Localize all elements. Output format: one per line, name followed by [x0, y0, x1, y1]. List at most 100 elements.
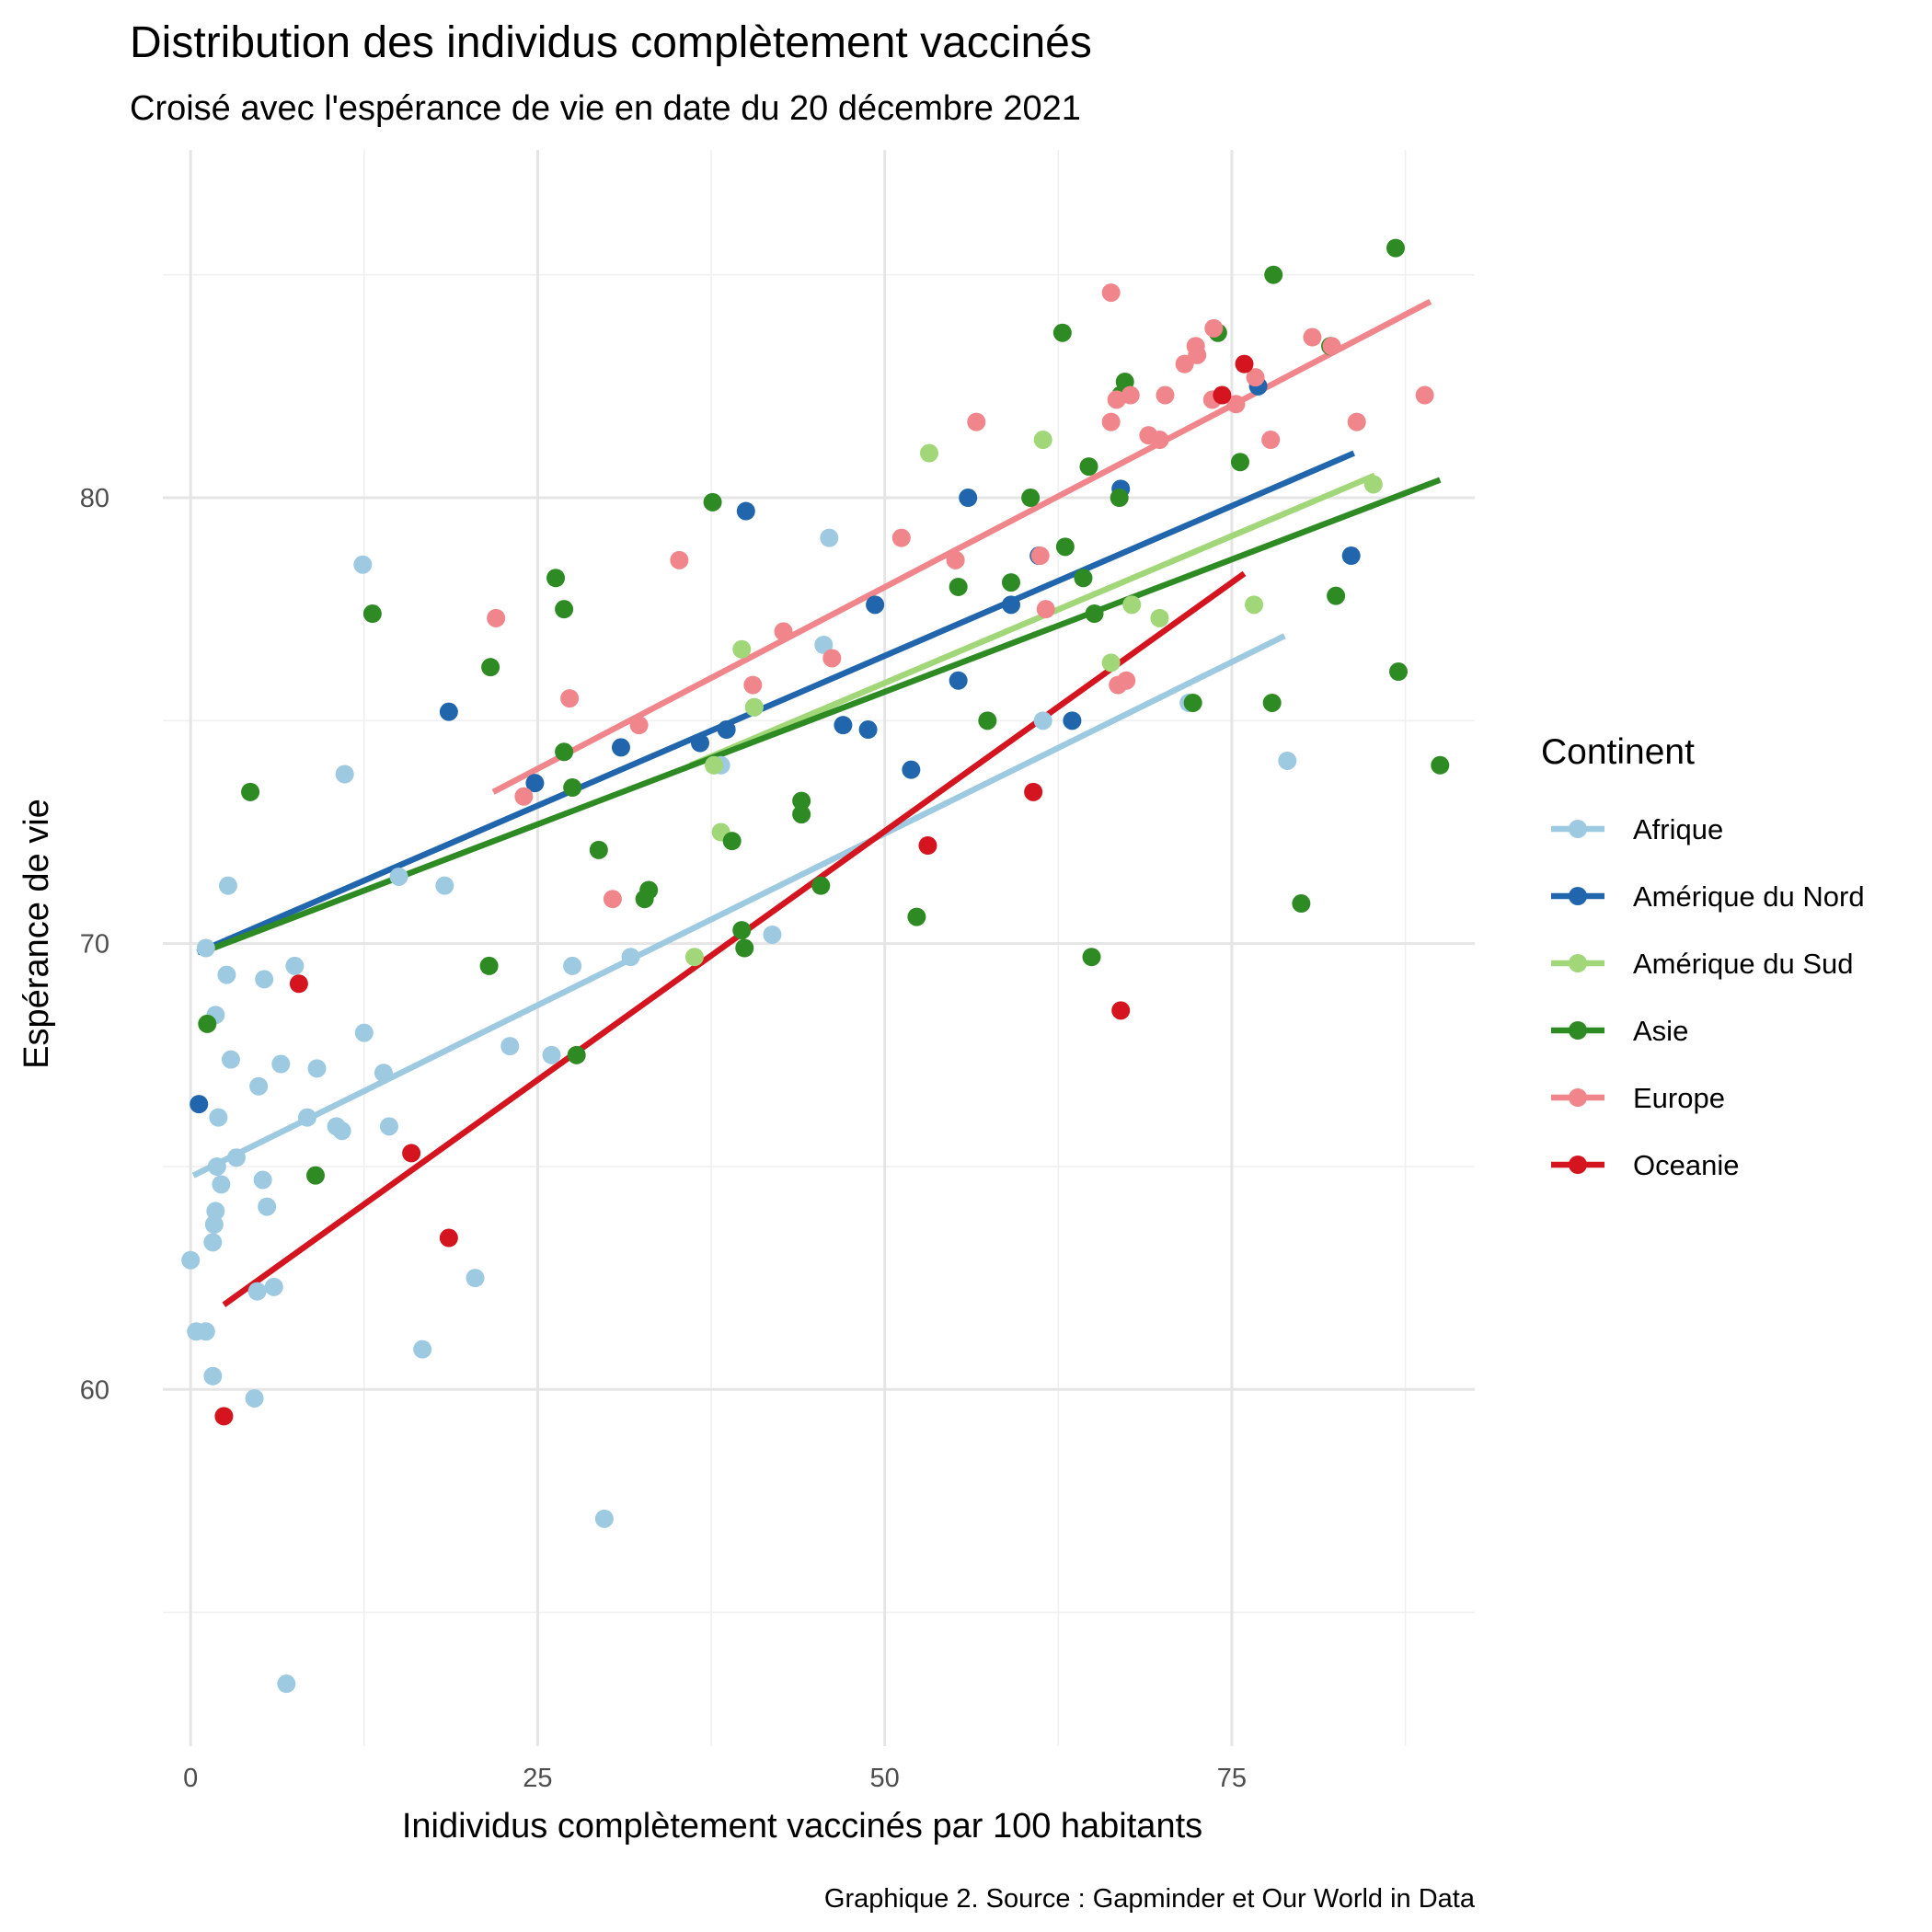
data-point [1292, 894, 1311, 914]
data-point [959, 489, 978, 508]
data-point [967, 412, 986, 431]
data-point [271, 1054, 291, 1074]
grid [163, 150, 1475, 1746]
data-point [542, 1045, 561, 1064]
legend-key-point [1569, 1156, 1587, 1174]
data-point [1262, 693, 1282, 712]
legend-item: Afrique [1551, 813, 1723, 845]
trend-lines [191, 298, 1442, 1307]
data-point [603, 890, 622, 909]
data-point [487, 608, 506, 627]
x-tick-label: 75 [1217, 1764, 1247, 1793]
data-point [217, 965, 236, 984]
data-point [362, 604, 382, 624]
data-point [226, 1148, 246, 1167]
data-point [918, 836, 937, 856]
data-point [1121, 385, 1140, 405]
data-point [1183, 693, 1202, 712]
data-point [206, 1202, 225, 1221]
data-point [305, 1166, 325, 1185]
data-point [212, 1175, 231, 1194]
data-point [374, 1064, 393, 1083]
data-point [1021, 489, 1041, 508]
x-axis-title: Inidividus complètement vaccinés par 100… [402, 1807, 1202, 1846]
data-point [1261, 431, 1281, 450]
data-point [1150, 608, 1169, 627]
legend-item: Oceanie [1551, 1149, 1739, 1181]
x-tick-label: 0 [183, 1764, 198, 1793]
data-point [792, 805, 811, 824]
data-point [563, 778, 582, 798]
data-point [435, 876, 454, 895]
data-point [1082, 948, 1101, 967]
legend-label: Amérique du Nord [1633, 880, 1865, 913]
data-point [439, 702, 458, 721]
data-point [822, 649, 842, 668]
data-point [204, 1214, 224, 1234]
data-point [1117, 671, 1136, 690]
data-points [181, 238, 1450, 1694]
data-point [690, 733, 709, 753]
data-point [1226, 395, 1246, 414]
chart-subtitle: Croisé avec l'espérance de vie en date d… [130, 89, 1081, 128]
data-point [247, 1282, 267, 1301]
data-point [629, 716, 649, 735]
data-point [949, 671, 968, 690]
trend-line [201, 477, 1442, 956]
data-point [221, 1050, 240, 1069]
data-point [481, 658, 500, 677]
data-point [253, 1170, 272, 1190]
data-point [297, 1108, 316, 1127]
data-point [207, 1156, 226, 1176]
data-point [978, 711, 997, 730]
y-axis-ticks: 60 70 80 [80, 484, 109, 1405]
data-point [792, 791, 811, 811]
trend-line [191, 633, 1286, 1179]
data-point [1085, 604, 1104, 624]
data-point [555, 742, 574, 762]
data-point [1188, 345, 1207, 364]
data-point [277, 1674, 296, 1694]
data-point [214, 1407, 234, 1426]
data-point [1431, 755, 1450, 775]
data-point [1107, 390, 1126, 409]
data-point [684, 948, 704, 967]
data-point [891, 528, 911, 547]
data-point [332, 1121, 351, 1141]
legend-item: Asie [1551, 1015, 1688, 1047]
data-point [1341, 546, 1361, 566]
data-point [249, 1076, 269, 1096]
data-point [722, 832, 742, 851]
data-point [705, 755, 724, 775]
data-point [858, 720, 878, 740]
data-point [1389, 662, 1409, 682]
data-point [439, 1228, 458, 1248]
data-point [763, 925, 782, 944]
data-point [389, 867, 408, 886]
data-point [670, 550, 689, 569]
data-point [717, 720, 736, 740]
data-point [639, 880, 659, 900]
data-point [546, 569, 566, 588]
data-point [264, 1277, 283, 1296]
legend: Continent Afrique Amérique du Nord Amériqu… [1541, 732, 1865, 1181]
x-tick-label: 25 [523, 1764, 552, 1793]
data-point [285, 956, 305, 975]
data-point [1204, 318, 1224, 338]
data-point [500, 1037, 520, 1056]
data-point [1036, 600, 1055, 619]
y-axis-title: Espérance de vie [17, 799, 56, 1069]
data-point [1101, 412, 1121, 431]
data-point [1024, 782, 1043, 801]
data-point [1230, 453, 1249, 472]
chart-caption: Graphique 2. Source : Gapminder et Our W… [824, 1884, 1476, 1914]
data-point [811, 876, 831, 895]
data-point [1122, 595, 1142, 615]
trend-line [491, 298, 1432, 795]
data-point [289, 974, 308, 994]
data-point [190, 1095, 209, 1114]
data-point [196, 1322, 215, 1341]
data-point [820, 528, 839, 547]
data-point [732, 639, 752, 659]
